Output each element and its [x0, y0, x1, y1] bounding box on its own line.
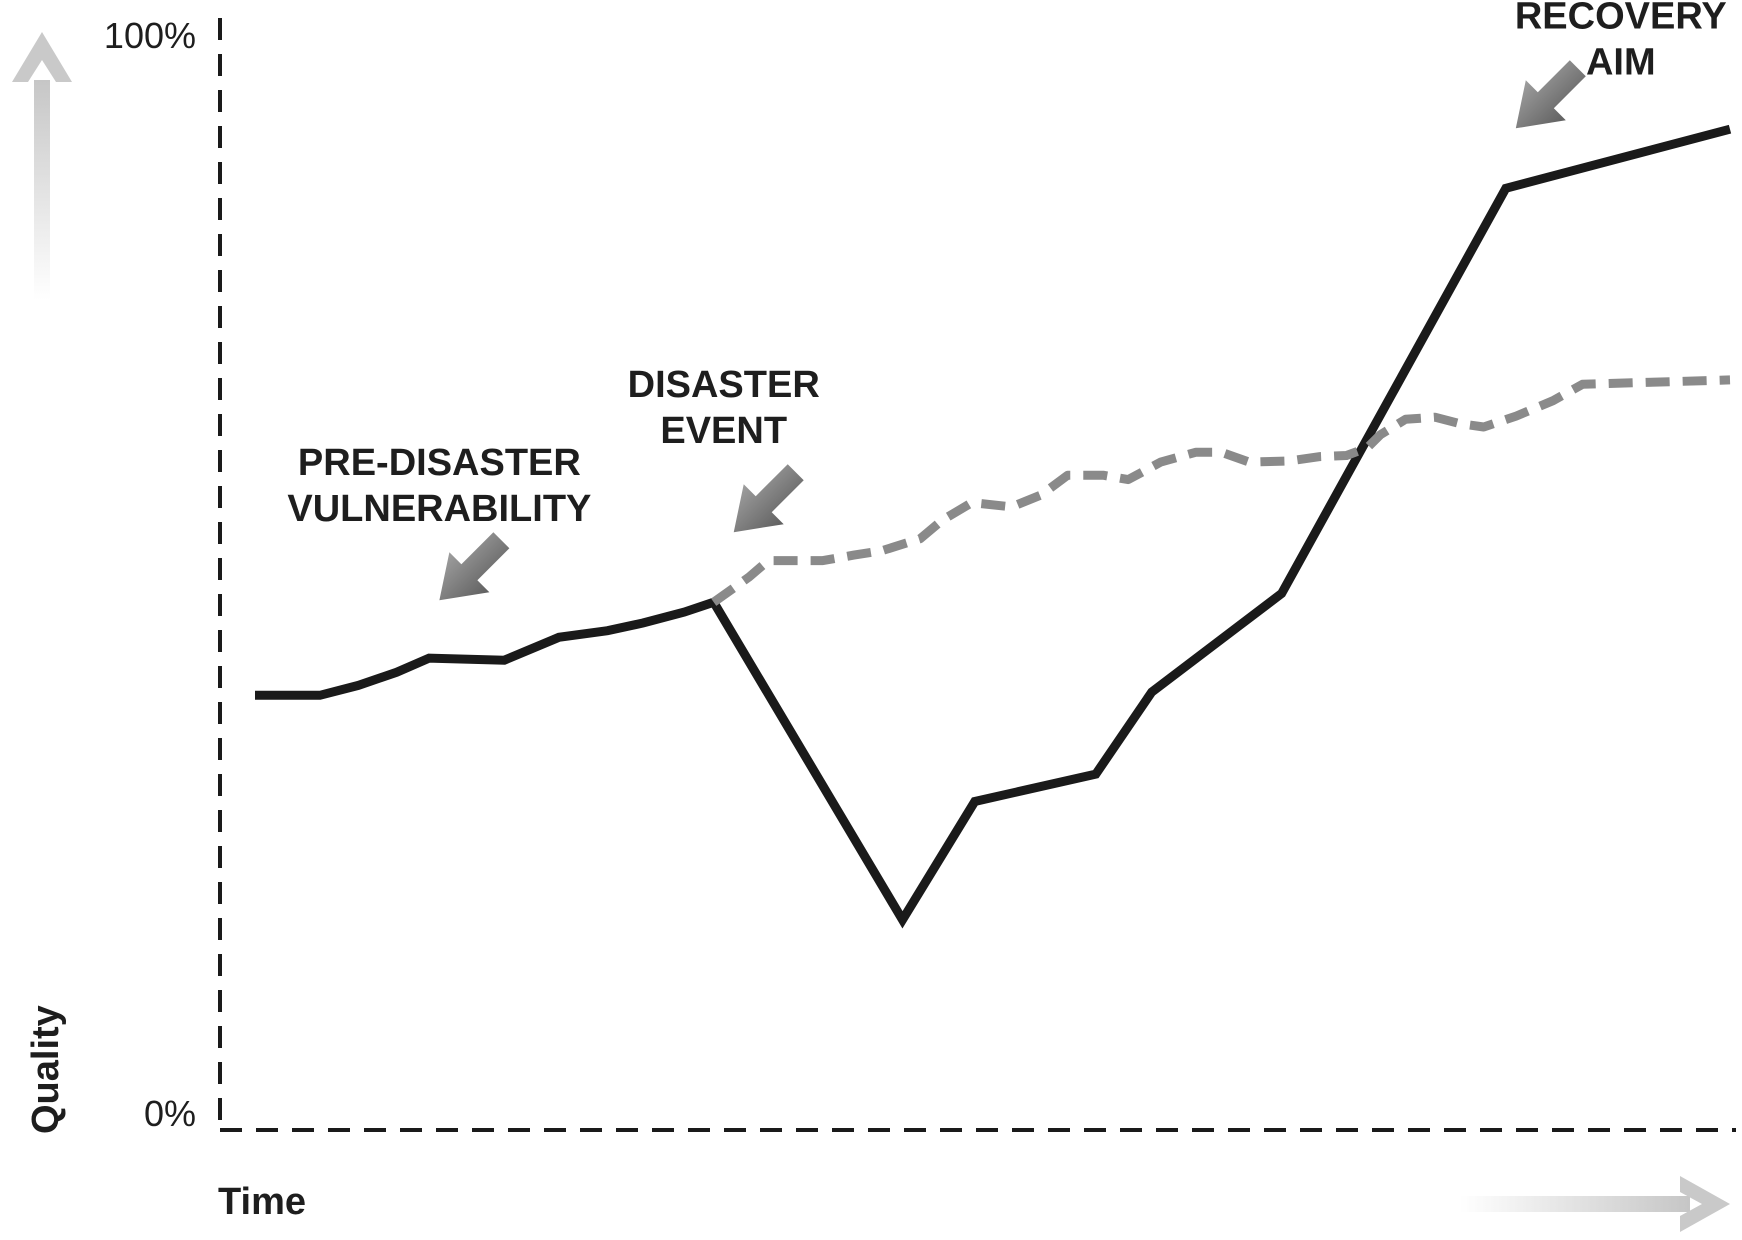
pointer-arrow-icon [1515, 60, 1586, 129]
annotation-line: EVENT [660, 410, 787, 452]
series-line-solid [255, 124, 1732, 929]
series-line-dashed [711, 375, 1731, 606]
annotation-label: DISASTER EVENT [628, 364, 820, 452]
annotation-line: AIM [1586, 41, 1656, 83]
x-direction-arrow-icon [1460, 1176, 1730, 1232]
annotation-line: RECOVERY [1515, 0, 1727, 37]
y-tick-top-label: 100% [104, 15, 196, 56]
pointer-arrow-icon [439, 532, 510, 601]
y-axis-label: Quality [25, 1005, 67, 1134]
pointer-arrow-icon [733, 464, 804, 533]
y-tick-bottom-label: 0% [144, 1093, 196, 1134]
x-axis-label: Time [218, 1181, 306, 1223]
annotations: PRE-DISASTER VULNERABILITY DISASTER EVENT RE… [287, 0, 1727, 601]
annotation-line: VULNERABILITY [287, 488, 591, 530]
y-direction-arrow-icon [12, 32, 72, 300]
annotation-label: PRE-DISASTER VULNERABILITY [287, 442, 591, 530]
annotation-line: PRE-DISASTER [298, 442, 581, 484]
annotation-line: DISASTER [628, 364, 820, 406]
annotation-label: RECOVERY AIM [1515, 0, 1727, 83]
